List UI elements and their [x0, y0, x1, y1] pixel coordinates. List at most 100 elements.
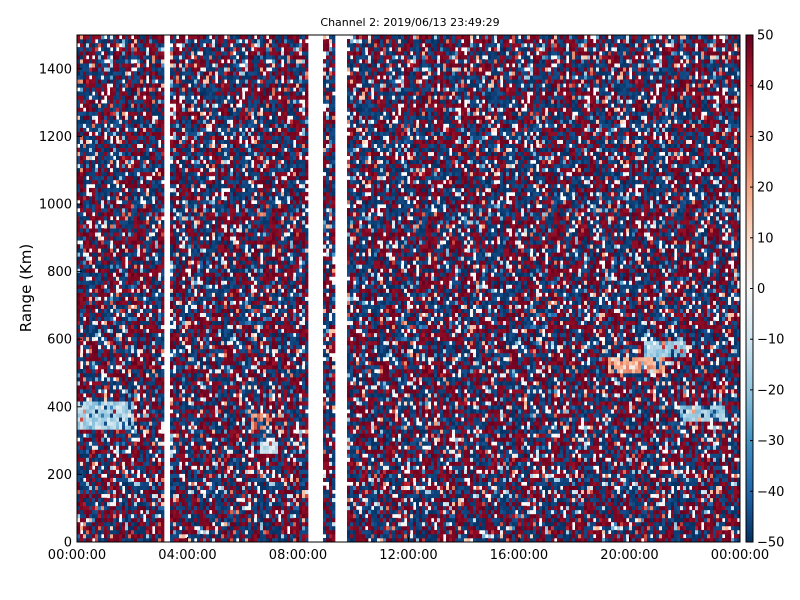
- heatmap-cell: [170, 401, 173, 405]
- heatmap-cell: [140, 47, 143, 51]
- heatmap-cell: [143, 55, 146, 59]
- heatmap-cell: [107, 425, 110, 429]
- heatmap-cell: [110, 474, 113, 478]
- heatmap-cell: [179, 293, 182, 297]
- heatmap-cell: [173, 140, 176, 144]
- heatmap-cell: [89, 373, 92, 377]
- heatmap-cell: [149, 164, 152, 168]
- heatmap-cell: [188, 280, 191, 284]
- heatmap-cell: [125, 51, 128, 55]
- heatmap-cell: [92, 160, 95, 164]
- heatmap-cell: [98, 51, 101, 55]
- heatmap-cell: [113, 345, 116, 349]
- heatmap-cell: [101, 433, 104, 437]
- heatmap-cell: [200, 228, 203, 232]
- heatmap-cell: [185, 341, 188, 345]
- heatmap-cell: [182, 345, 185, 349]
- heatmap-cell: [77, 345, 80, 349]
- heatmap-cell: [134, 264, 137, 268]
- heatmap-cell: [170, 83, 173, 87]
- heatmap-cell: [188, 128, 191, 132]
- heatmap-cell: [170, 397, 173, 401]
- heatmap-cell: [188, 99, 191, 103]
- heatmap-cell: [128, 67, 131, 71]
- heatmap-cell: [152, 160, 155, 164]
- heatmap-cell: [113, 208, 116, 212]
- heatmap-cell: [113, 490, 116, 494]
- heatmap-cell: [128, 365, 131, 369]
- heatmap-cell: [131, 188, 134, 192]
- heatmap-cell: [149, 453, 152, 457]
- heatmap-cell: [209, 401, 212, 405]
- heatmap-cell: [200, 309, 203, 313]
- heatmap-cell: [200, 526, 203, 530]
- heatmap-cell: [113, 425, 116, 429]
- heatmap-cell: [158, 417, 161, 421]
- heatmap-cell: [122, 389, 125, 393]
- heatmap-cell: [185, 216, 188, 220]
- heatmap-cell: [146, 389, 149, 393]
- heatmap-cell: [188, 490, 191, 494]
- heatmap-cell: [80, 494, 83, 498]
- heatmap-cell: [140, 445, 143, 449]
- heatmap-cell: [209, 494, 212, 498]
- heatmap-cell: [185, 111, 188, 115]
- heatmap-cell: [185, 192, 188, 196]
- heatmap-cell: [197, 458, 200, 462]
- heatmap-cell: [143, 526, 146, 530]
- heatmap-cell: [83, 490, 86, 494]
- heatmap-cell: [134, 91, 137, 95]
- heatmap-cell: [113, 409, 116, 413]
- heatmap-cell: [194, 518, 197, 522]
- heatmap-cell: [173, 39, 176, 43]
- heatmap-cell: [95, 79, 98, 83]
- heatmap-cell: [194, 160, 197, 164]
- heatmap-cell: [134, 373, 137, 377]
- heatmap-cell: [155, 120, 158, 124]
- heatmap-cell: [176, 321, 179, 325]
- heatmap-cell: [98, 111, 101, 115]
- heatmap-cell: [110, 349, 113, 353]
- heatmap-cell: [107, 136, 110, 140]
- heatmap-cell: [161, 228, 164, 232]
- heatmap-cell: [158, 458, 161, 462]
- heatmap-cell: [200, 280, 203, 284]
- heatmap-cell: [185, 120, 188, 124]
- heatmap-cell: [134, 136, 137, 140]
- heatmap-cell: [113, 502, 116, 506]
- heatmap-cell: [209, 357, 212, 361]
- heatmap-cell: [128, 385, 131, 389]
- heatmap-cell: [83, 156, 86, 160]
- heatmap-cell: [146, 196, 149, 200]
- heatmap-cell: [185, 381, 188, 385]
- heatmap-cell: [92, 99, 95, 103]
- heatmap-cell: [188, 240, 191, 244]
- heatmap-cell: [200, 59, 203, 63]
- heatmap-cell: [194, 79, 197, 83]
- heatmap-cell: [137, 518, 140, 522]
- heatmap-cell: [143, 506, 146, 510]
- heatmap-cell: [77, 75, 80, 79]
- heatmap-cell: [113, 341, 116, 345]
- heatmap-cell: [170, 67, 173, 71]
- heatmap-cell: [101, 510, 104, 514]
- heatmap-cell: [134, 132, 137, 136]
- heatmap-cell: [110, 329, 113, 333]
- heatmap-cell: [116, 107, 119, 111]
- heatmap-cell: [77, 260, 80, 264]
- heatmap-cell: [191, 51, 194, 55]
- heatmap-cell: [83, 264, 86, 268]
- heatmap-cell: [92, 272, 95, 276]
- heatmap-cell: [146, 164, 149, 168]
- heatmap-cell: [173, 313, 176, 317]
- heatmap-cell: [119, 490, 122, 494]
- heatmap-cell: [122, 293, 125, 297]
- heatmap-cell: [83, 248, 86, 252]
- heatmap-cell: [203, 83, 206, 87]
- heatmap-cell: [194, 389, 197, 393]
- heatmap-cell: [170, 224, 173, 228]
- heatmap-cell: [107, 353, 110, 357]
- heatmap-cell: [197, 413, 200, 417]
- heatmap-cell: [125, 284, 128, 288]
- heatmap-cell: [122, 212, 125, 216]
